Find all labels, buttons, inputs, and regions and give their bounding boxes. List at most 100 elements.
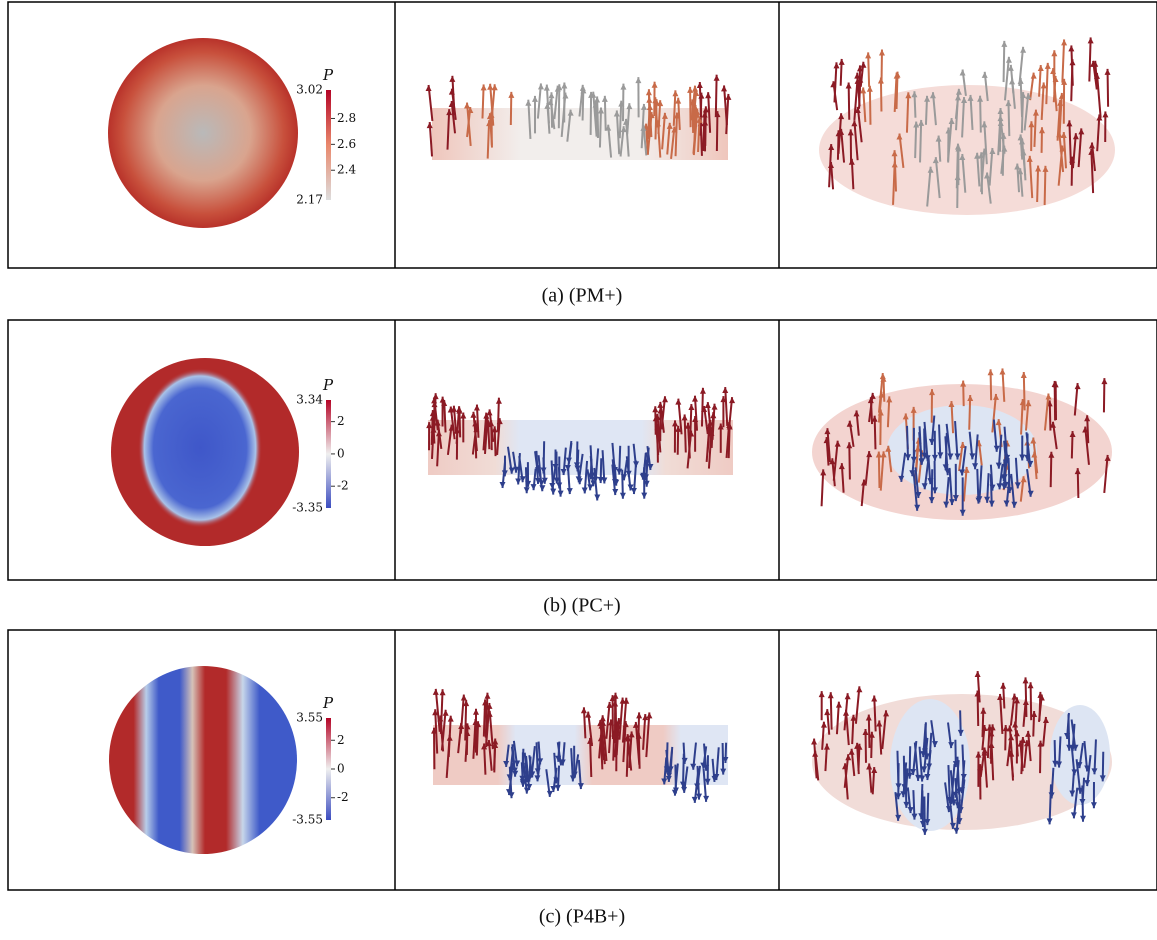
- arrow-head: [929, 92, 936, 99]
- arrow-head: [560, 469, 567, 476]
- arrow: [1023, 93, 1030, 131]
- arrow-head: [508, 467, 515, 474]
- arrow: [1068, 120, 1072, 165]
- arrow-head: [935, 135, 942, 142]
- arrow: [436, 430, 440, 467]
- arrow: [978, 465, 983, 503]
- arrow-head: [714, 111, 721, 118]
- arrow-head: [671, 789, 678, 796]
- arrow-head: [699, 387, 706, 394]
- arrow-head: [439, 396, 446, 403]
- arrow-head: [512, 770, 519, 777]
- arrow-head: [954, 453, 961, 460]
- arrow: [592, 91, 598, 137]
- arrow-head: [866, 451, 873, 458]
- arrow-head: [681, 786, 688, 793]
- arrow-head: [431, 727, 438, 734]
- arrow-head: [667, 766, 674, 773]
- arrow-head: [1025, 730, 1032, 737]
- arrow-head: [628, 731, 635, 738]
- colorbar-min: -3.35: [292, 501, 323, 515]
- arrow-head: [818, 691, 825, 698]
- arrow: [645, 712, 651, 758]
- arrow-head: [711, 775, 718, 782]
- arrow-head: [1014, 163, 1021, 170]
- arrow-head: [541, 477, 548, 484]
- arrow-head: [853, 410, 860, 417]
- arrow: [702, 111, 706, 152]
- arrow: [689, 86, 692, 128]
- arrow-head: [696, 81, 703, 88]
- arrow: [637, 732, 641, 769]
- arrow-head: [580, 87, 587, 94]
- arrow: [854, 686, 861, 724]
- arrow-head: [878, 49, 885, 56]
- arrow: [489, 83, 495, 126]
- arrow-head: [483, 412, 490, 419]
- arrow-head: [616, 468, 623, 475]
- arrow-head: [981, 749, 988, 756]
- arrow-head: [907, 807, 914, 814]
- colorbar-max: 3.02: [296, 83, 323, 97]
- arrow-head: [720, 768, 727, 775]
- arrow-head: [511, 767, 518, 774]
- arrow-head: [1104, 68, 1111, 75]
- arrow-head: [692, 85, 699, 92]
- arrow-head: [640, 472, 647, 479]
- arrow-head: [880, 375, 887, 382]
- colorbar-tick-label: 0: [337, 446, 345, 460]
- arrow-head: [895, 814, 902, 821]
- arrow-head: [833, 62, 840, 69]
- arrow: [699, 92, 703, 136]
- arrow-head: [871, 695, 878, 702]
- arrow: [926, 166, 932, 207]
- arrow-head: [646, 712, 653, 719]
- arrow-head: [543, 84, 550, 91]
- arrow: [618, 697, 624, 740]
- arrow-head: [651, 81, 658, 88]
- arrow: [847, 82, 851, 120]
- arrow-head: [624, 734, 631, 741]
- caption: (a) (PM+): [542, 285, 623, 307]
- arrow: [1028, 155, 1034, 199]
- arrow-head: [442, 709, 449, 716]
- arrow-head: [1005, 100, 1012, 107]
- arrow-head: [993, 393, 1000, 400]
- arrow: [848, 442, 851, 480]
- arrow-head: [460, 694, 467, 701]
- arrow-head: [1014, 482, 1021, 489]
- arrow-head: [671, 126, 678, 133]
- arrow-head: [969, 453, 976, 460]
- arrow-head: [871, 767, 878, 774]
- arrow-head: [1091, 768, 1098, 775]
- arrow-head: [974, 690, 981, 697]
- arrow: [991, 393, 998, 433]
- arrow-head: [954, 143, 961, 150]
- colorbar-tick-label: 2.8: [337, 111, 356, 125]
- arrow-head: [929, 389, 936, 396]
- arrow-head: [692, 104, 699, 111]
- arrow-head: [1003, 500, 1010, 507]
- arrow-head: [838, 58, 845, 65]
- arrow-head: [924, 95, 931, 102]
- arrow-head: [620, 474, 627, 481]
- arrow-head: [601, 477, 608, 484]
- arrow: [1096, 114, 1101, 152]
- arrow: [1036, 165, 1040, 203]
- arrow: [488, 710, 494, 750]
- arrow-head: [846, 420, 853, 427]
- arrow-head: [657, 401, 664, 408]
- arrow-head: [614, 722, 621, 729]
- arrow-head: [1031, 451, 1038, 458]
- arrow: [1103, 454, 1109, 494]
- arrow-head: [513, 466, 520, 473]
- arrow-head: [499, 481, 506, 488]
- arrow-head: [439, 689, 446, 696]
- arrow: [624, 118, 630, 157]
- arrow: [707, 92, 712, 133]
- arrow-head: [1001, 483, 1008, 490]
- arrow-head: [854, 72, 861, 79]
- arrow-head: [636, 712, 643, 719]
- arrow-head: [698, 92, 705, 99]
